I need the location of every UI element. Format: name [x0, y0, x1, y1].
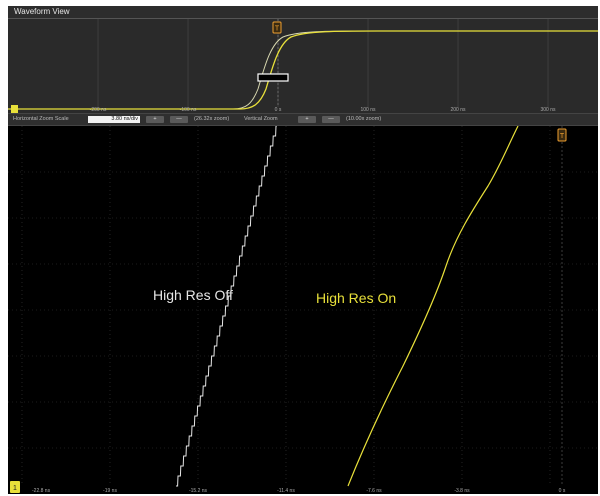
time-tick-label: -7.6 ns	[366, 488, 382, 494]
horizontal-zoom-out-button[interactable]: —	[170, 116, 188, 123]
overview-tick-label: 200 ns	[450, 107, 466, 113]
overview-tick-label: -200 ns	[90, 107, 107, 113]
horizontal-zoom-input[interactable]: 3.80 ns/div	[88, 116, 140, 123]
trace-high-res-on	[347, 125, 519, 487]
overview-tick-label: 100 ns	[360, 107, 376, 113]
annotation-high-res-on: High Res On	[316, 290, 397, 306]
zoomed-waveform-pane[interactable]: T 1 -22.8 ns -19 ns -15.2 ns -11.4 ns -7…	[8, 125, 598, 494]
channel-1-marker[interactable]: 1	[10, 481, 20, 493]
time-tick-label: -22.8 ns	[32, 488, 51, 494]
horizontal-zoom-in-button[interactable]: +	[146, 116, 164, 123]
channel-marker-label: 1	[13, 485, 17, 492]
overview-trigger-label: T	[275, 26, 280, 33]
trace-high-res-off	[176, 125, 277, 487]
overview-pane[interactable]: T -200 ns -100 ns 0 s 100 ns 200 ns 300 …	[8, 19, 598, 113]
time-tick-label: -11.4 ns	[277, 488, 295, 494]
waveform-view-window: Waveform View T	[8, 6, 598, 494]
window-title: Waveform View	[14, 7, 70, 16]
trigger-marker[interactable]: T	[557, 128, 567, 142]
overview-trace-off	[8, 30, 598, 110]
graticule	[8, 126, 598, 486]
vertical-zoom-label: Vertical Zoom	[244, 116, 278, 122]
vertical-zoom-info: (10.00x zoom)	[346, 116, 382, 122]
overview-plot[interactable]: T -200 ns -100 ns 0 s 100 ns 200 ns 300 …	[8, 19, 598, 113]
horizontal-zoom-label: Horizontal Zoom Scale	[13, 116, 69, 122]
time-tick-label: -15.2 ns	[189, 488, 208, 494]
overview-trace-on	[8, 30, 598, 110]
time-tick-label: -3.8 ns	[454, 488, 470, 494]
zoom-window-box[interactable]	[257, 73, 289, 82]
overview-tick-label: 300 ns	[540, 107, 556, 113]
horizontal-zoom-info: (26.32x zoom)	[194, 116, 230, 122]
trigger-marker-label: T	[560, 133, 565, 140]
annotation-high-res-off: High Res Off	[153, 287, 233, 303]
overview-trigger-marker[interactable]: T	[272, 21, 282, 34]
time-tick-label: 0 s	[559, 488, 566, 494]
vertical-zoom-out-button[interactable]: —	[322, 116, 340, 123]
overview-channel-marker[interactable]	[11, 105, 18, 113]
zoom-toolbar: Horizontal Zoom Scale 3.80 ns/div + — (2…	[8, 113, 598, 126]
time-tick-label: -19 ns	[103, 488, 117, 494]
overview-tick-label: 0 s	[275, 107, 282, 113]
overview-tick-label: -100 ns	[180, 107, 197, 113]
vertical-zoom-in-button[interactable]: +	[298, 116, 316, 123]
zoomed-waveform-plot[interactable]: T 1 -22.8 ns -19 ns -15.2 ns -11.4 ns -7…	[8, 125, 598, 494]
title-bar: Waveform View	[8, 6, 598, 19]
